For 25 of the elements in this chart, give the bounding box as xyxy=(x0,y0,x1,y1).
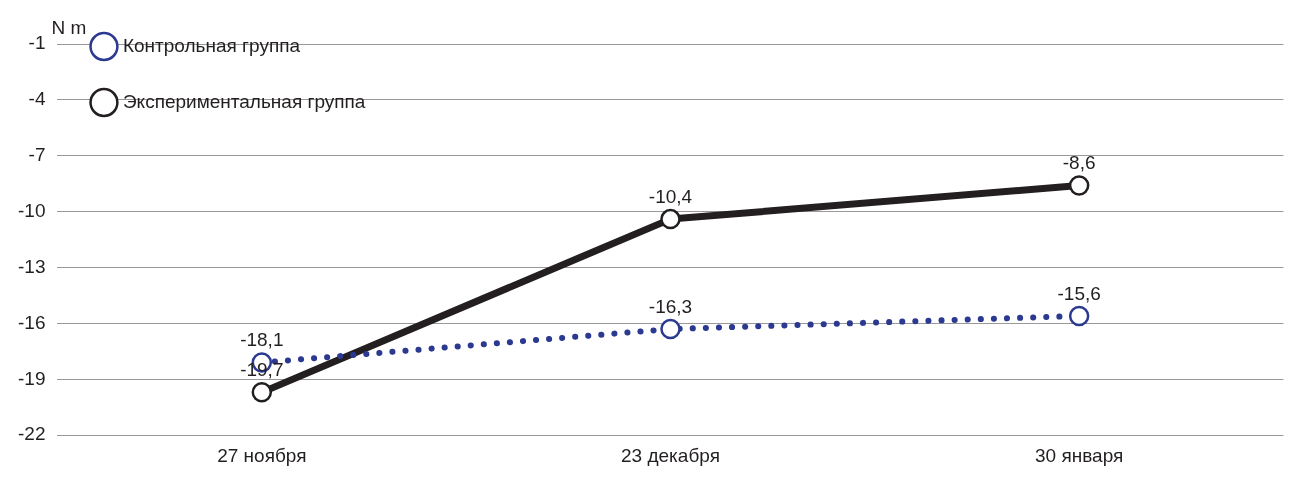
point xyxy=(660,318,681,340)
data-label: -10,4 xyxy=(648,185,693,207)
y-tick-label: -4 xyxy=(28,88,46,110)
y-tick-label: -13 xyxy=(17,255,46,277)
x-tick-label: 23 декабря xyxy=(621,444,720,466)
y-tick-label: -10 xyxy=(17,199,46,221)
y-tick-label: -19 xyxy=(17,367,46,389)
legend-label: Экспериментальная группа xyxy=(122,90,366,112)
point xyxy=(660,208,681,230)
data-label: -16,3 xyxy=(648,295,693,317)
data-label: -15,6 xyxy=(1057,282,1101,304)
x-tick-label: 27 ноября xyxy=(217,444,307,466)
y-tick-label: -22 xyxy=(17,423,46,445)
data-label: -8,6 xyxy=(1062,152,1096,174)
y-axis-title: N m xyxy=(51,16,87,38)
point xyxy=(251,382,273,403)
y-tick-label: -16 xyxy=(17,311,46,333)
point xyxy=(1068,175,1090,196)
y-tick-label: -1 xyxy=(28,32,46,54)
y-tick-label: -7 xyxy=(28,144,46,166)
data-label: -18,1 xyxy=(240,329,284,351)
data-label: -19,7 xyxy=(240,359,284,381)
point xyxy=(1068,305,1090,327)
legend-label: Контрольная группа xyxy=(122,34,301,56)
x-tick-label: 30 января xyxy=(1035,444,1124,466)
